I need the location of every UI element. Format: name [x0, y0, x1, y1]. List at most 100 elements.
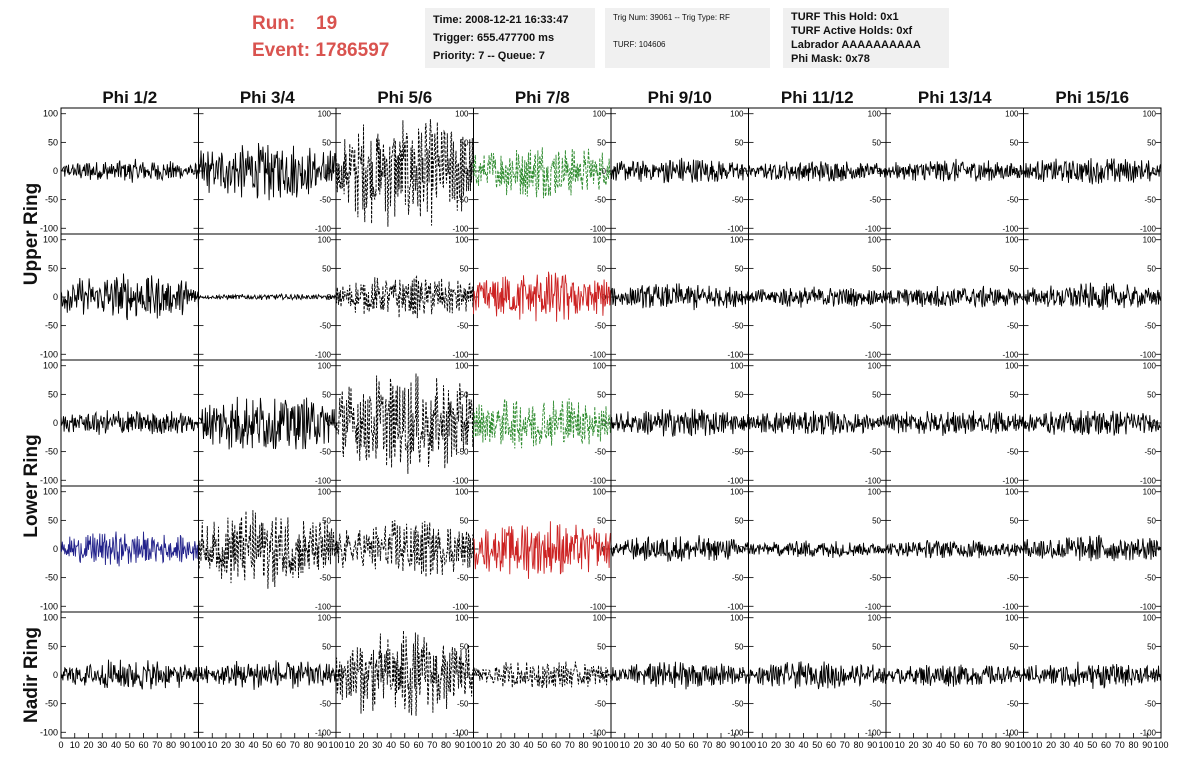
- y-tick-label: 0: [53, 544, 58, 554]
- waveform-r3-c1: [60, 410, 199, 435]
- column-header-1: Phi 1/2: [102, 88, 157, 107]
- x-tick-label: 40: [111, 740, 121, 750]
- y-tick-label: 50: [322, 390, 331, 399]
- x-tick-label: 100: [328, 740, 343, 750]
- x-tick-label: 90: [730, 740, 740, 750]
- y-tick-label: 0: [602, 293, 607, 302]
- y-tick-label: -100: [40, 223, 58, 233]
- x-tick-label: 90: [317, 740, 327, 750]
- trig-pane: Trig Num: 39061 -- Trig Type: RF TURF: 1…: [605, 8, 770, 68]
- labrador-text: Labrador AAAAAAAAAA: [791, 39, 921, 51]
- y-tick-label: -50: [1007, 448, 1019, 457]
- y-tick-label: 0: [877, 671, 882, 680]
- y-tick-label: -50: [319, 448, 331, 457]
- waveform-r1-c8: [1023, 158, 1162, 185]
- y-tick-label: -50: [732, 322, 744, 331]
- y-tick-label: -50: [319, 700, 331, 709]
- y-tick-label: 50: [48, 515, 58, 525]
- x-tick-label: 20: [908, 740, 918, 750]
- y-tick-label: -100: [315, 728, 332, 737]
- waveform-r4-c4: [473, 521, 612, 579]
- waveform-r2-c7: [885, 285, 1024, 309]
- x-tick-label: 10: [895, 740, 905, 750]
- y-tick-label: -100: [1140, 224, 1157, 233]
- x-tick-label: 60: [963, 740, 973, 750]
- x-tick-label: 100: [191, 740, 206, 750]
- y-tick-label: -100: [1002, 224, 1019, 233]
- x-tick-label: 80: [991, 740, 1001, 750]
- y-tick-label: 100: [593, 236, 607, 245]
- ring-label-3: Nadir Ring: [21, 627, 42, 723]
- y-tick-label: 100: [868, 614, 882, 623]
- y-tick-label: -50: [1007, 700, 1019, 709]
- y-tick-label: 50: [1010, 390, 1019, 399]
- column-header-6: Phi 11/12: [781, 88, 854, 107]
- x-tick-label: 20: [496, 740, 506, 750]
- y-tick-label: -100: [865, 350, 882, 359]
- y-tick-label: -100: [727, 476, 744, 485]
- y-tick-label: -50: [1144, 574, 1156, 583]
- y-tick-label: 0: [1014, 419, 1019, 428]
- y-tick-label: 50: [1147, 516, 1156, 525]
- waveform-r2-c5: [610, 283, 749, 311]
- y-tick-label: 100: [730, 614, 744, 623]
- y-tick-label: -50: [869, 196, 881, 205]
- y-tick-label: 100: [730, 362, 744, 371]
- y-tick-label: 50: [1010, 264, 1019, 273]
- y-tick-label: -50: [1007, 322, 1019, 331]
- y-tick-label: -100: [40, 601, 58, 611]
- x-tick-label: 100: [466, 740, 481, 750]
- y-tick-label: 100: [1005, 236, 1019, 245]
- y-tick-label: 100: [43, 613, 58, 623]
- x-tick-label: 80: [716, 740, 726, 750]
- waveform-r2-c6: [748, 286, 887, 308]
- y-tick-label: 50: [322, 264, 331, 273]
- y-tick-label: -50: [1007, 196, 1019, 205]
- y-tick-label: 50: [1147, 642, 1156, 651]
- y-tick-label: -50: [45, 573, 58, 583]
- y-tick-label: -50: [45, 321, 58, 331]
- y-tick-label: 50: [872, 138, 881, 147]
- trig-num-text: Trig Num: 39061 -- Trig Type: RF: [613, 13, 730, 22]
- y-tick-label: 100: [318, 614, 332, 623]
- x-tick-label: 80: [853, 740, 863, 750]
- y-tick-label: -100: [1002, 602, 1019, 611]
- y-tick-label: -100: [590, 728, 607, 737]
- x-tick-label: 10: [757, 740, 767, 750]
- y-tick-label: 100: [1005, 362, 1019, 371]
- x-tick-label: 30: [1060, 740, 1070, 750]
- y-tick-label: 0: [53, 670, 58, 680]
- waveform-r4-c5: [610, 535, 749, 562]
- x-tick-label: 60: [276, 740, 286, 750]
- y-tick-label: -100: [315, 350, 332, 359]
- y-tick-label: -50: [869, 574, 881, 583]
- y-tick-label: -50: [457, 196, 469, 205]
- y-tick-label: -50: [45, 447, 58, 457]
- y-tick-label: -50: [457, 448, 469, 457]
- y-tick-label: 100: [318, 110, 332, 119]
- y-tick-label: 50: [48, 641, 58, 651]
- ring-label-1: Upper Ring: [21, 183, 42, 285]
- waveform-r3-c6: [748, 410, 887, 435]
- x-tick-label: 60: [413, 740, 423, 750]
- x-tick-label: 80: [166, 740, 176, 750]
- x-tick-label: 50: [125, 740, 135, 750]
- y-tick-label: -100: [590, 350, 607, 359]
- y-tick-label: 50: [597, 390, 606, 399]
- y-tick-label: 50: [460, 390, 469, 399]
- x-tick-label: 70: [840, 740, 850, 750]
- x-tick-label: 70: [427, 740, 437, 750]
- y-tick-label: -50: [594, 196, 606, 205]
- y-tick-label: -100: [727, 728, 744, 737]
- x-tick-label: 70: [565, 740, 575, 750]
- x-tick-label: 60: [688, 740, 698, 750]
- priority-text: Priority: 7 -- Queue: 7: [433, 50, 545, 62]
- y-tick-label: 100: [593, 614, 607, 623]
- event-label: Event:: [252, 40, 311, 61]
- x-tick-label: 20: [83, 740, 93, 750]
- x-tick-label: 80: [1128, 740, 1138, 750]
- waveform-r1-c4: [473, 147, 612, 199]
- y-tick-label: 0: [327, 671, 332, 680]
- x-tick-label: 100: [1016, 740, 1031, 750]
- y-tick-label: 100: [455, 488, 469, 497]
